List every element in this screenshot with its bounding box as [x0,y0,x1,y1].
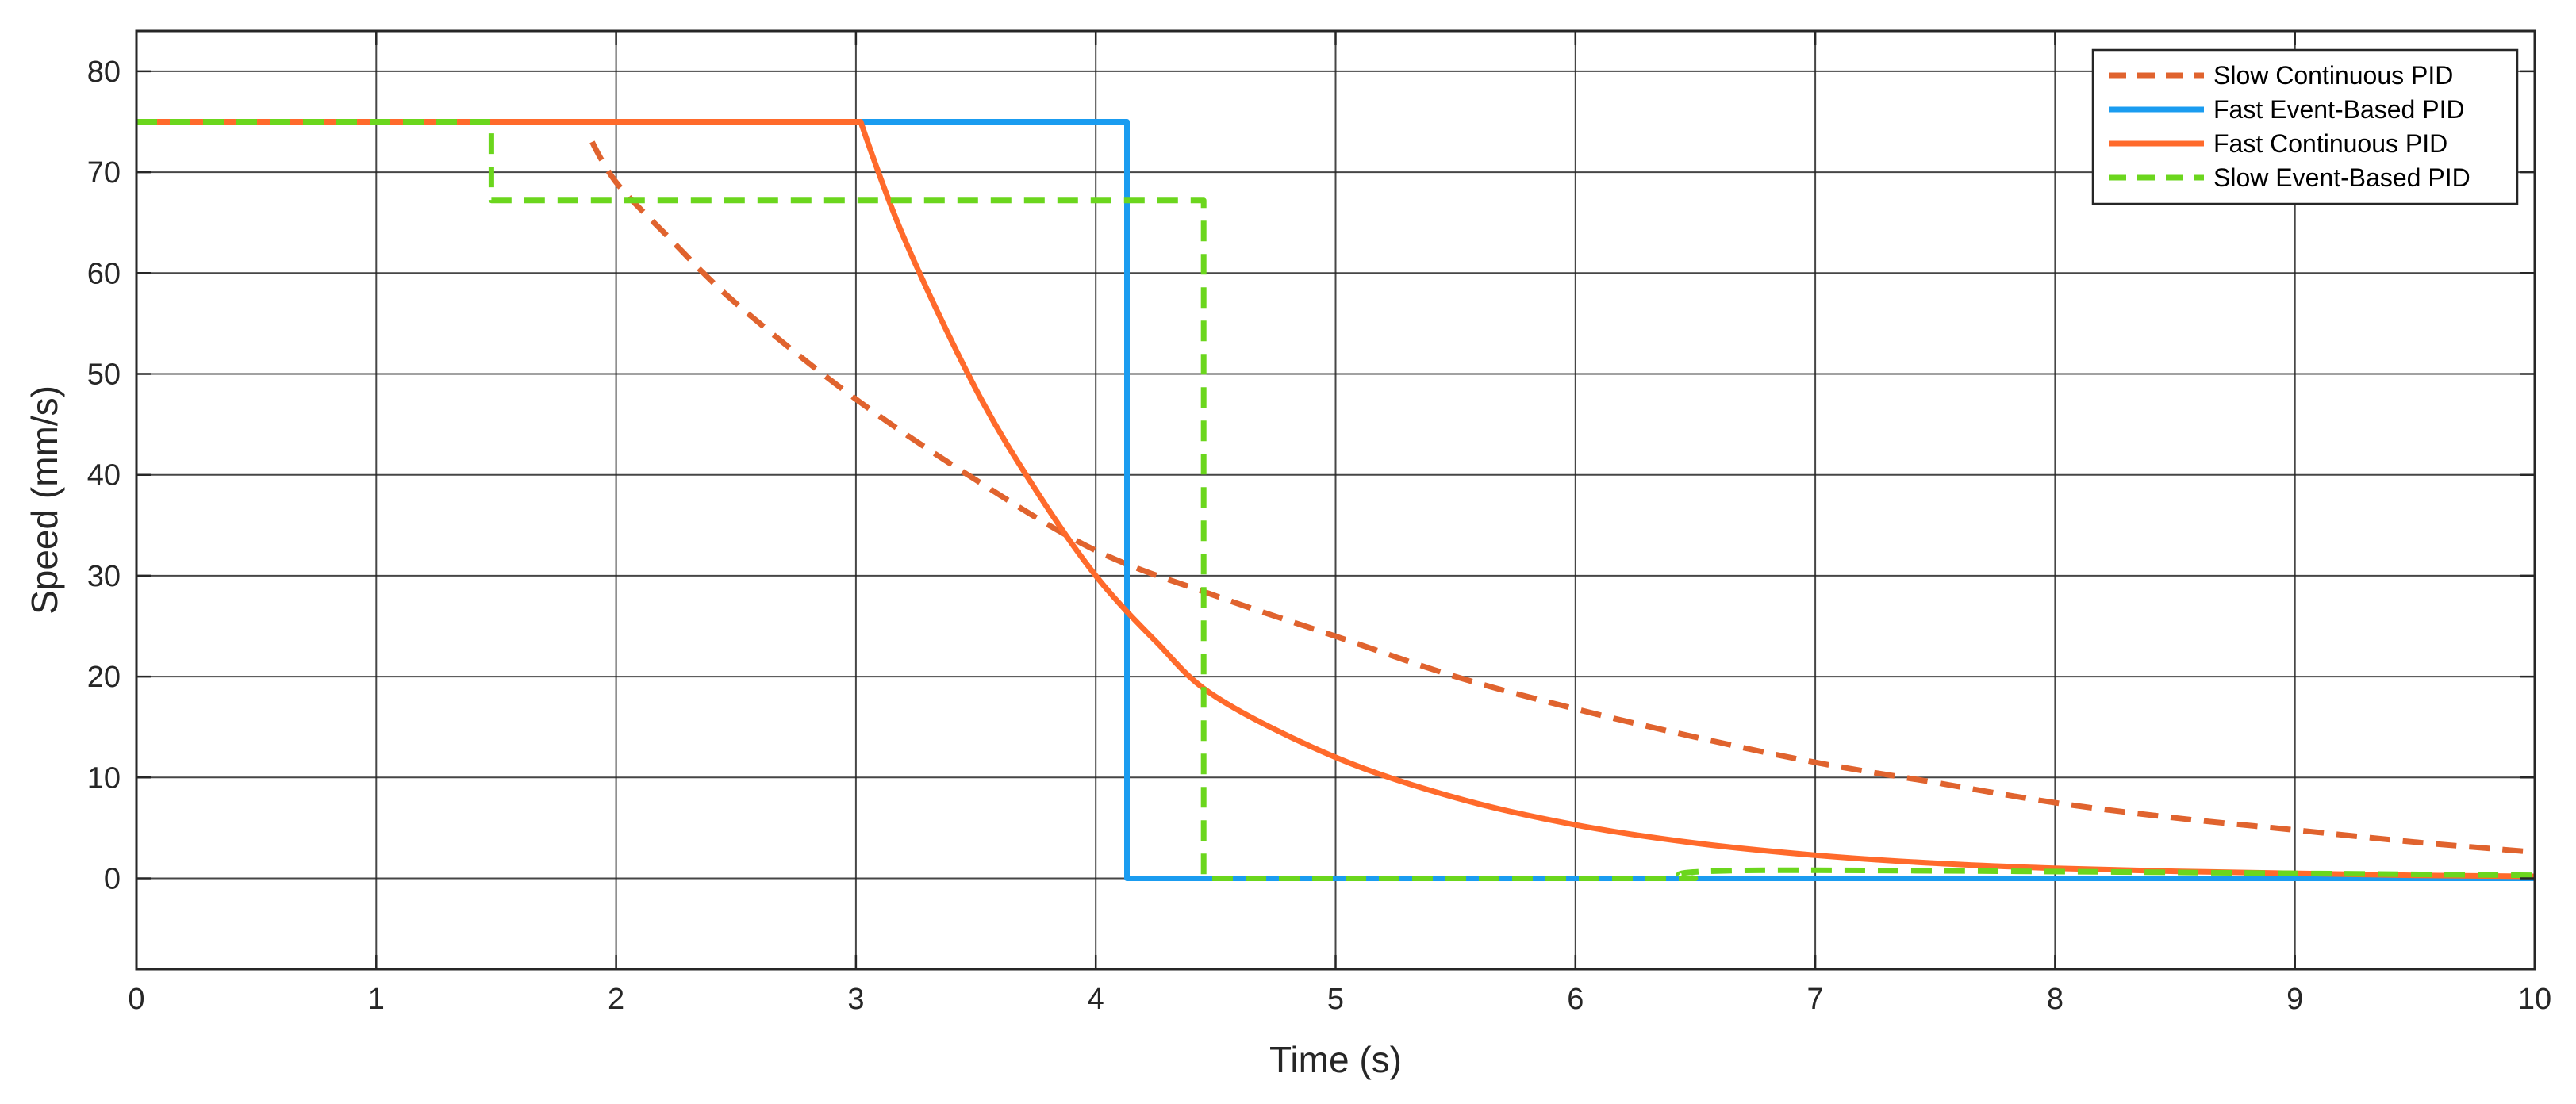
x-tick-label: 4 [1088,983,1104,1016]
y-tick-label: 80 [87,56,121,89]
y-tick-label: 10 [87,761,121,795]
legend: Slow Continuous PID Fast Event-Based PID F… [2091,48,2519,205]
y-tick-label: 30 [87,560,121,593]
x-tick-label: 7 [1807,983,1824,1016]
legend-label: Slow Event-Based PID [2213,163,2470,192]
y-tick-label: 60 [87,257,121,290]
y-tick-label: 50 [87,358,121,391]
legend-label: Slow Continuous PID [2213,61,2453,90]
x-tick-label: 3 [847,983,864,1016]
legend-label: Fast Event-Based PID [2213,95,2465,124]
series-line-slow-event-based-pid [136,119,2536,881]
series-group [136,119,2536,881]
y-tick-label: 70 [87,156,121,190]
series-line-slow-continuous-pid [589,140,2536,855]
y-tick-label: 0 [104,863,121,896]
y-tick-label: 20 [87,661,121,694]
x-tick-label: 2 [608,983,624,1016]
legend-label: Fast Continuous PID [2213,129,2447,158]
x-tick-label: 10 [2518,983,2551,1016]
x-tick-label: 5 [1327,983,1344,1016]
x-tick-label: 6 [1567,983,1584,1016]
ticks: 0 1 2 3 4 5 6 7 8 9 10 0 10 20 30 40 50 60 70 80 [87,31,2551,1016]
legend-box [2091,48,2519,205]
x-tick-label: 1 [368,983,385,1016]
x-axis-title: Time (s) [1269,1039,1402,1080]
y-axis-title: Speed (mm/s) [24,385,65,615]
y-tick-label: 40 [87,459,121,493]
x-tick-label: 8 [2047,983,2063,1016]
x-tick-label: 0 [128,983,144,1016]
x-tick-label: 9 [2286,983,2303,1016]
